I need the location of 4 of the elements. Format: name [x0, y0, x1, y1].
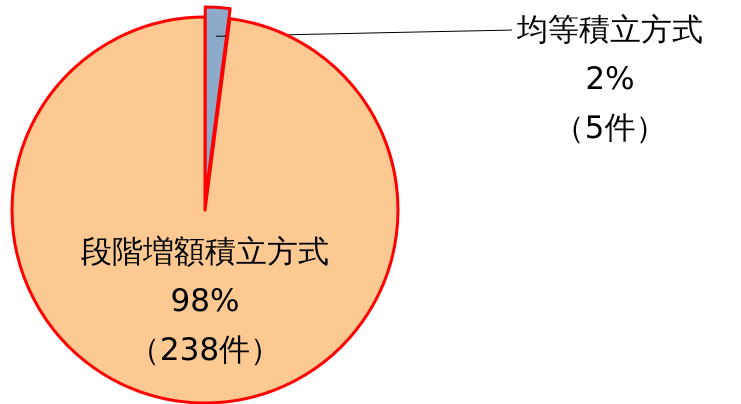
slice-label: 均等積立方式	[516, 12, 703, 48]
data-label: 98% （238件）	[128, 283, 282, 368]
data-label: 2% （5件）	[554, 61, 666, 146]
slice-label: 段階増額積立方式	[81, 234, 329, 270]
